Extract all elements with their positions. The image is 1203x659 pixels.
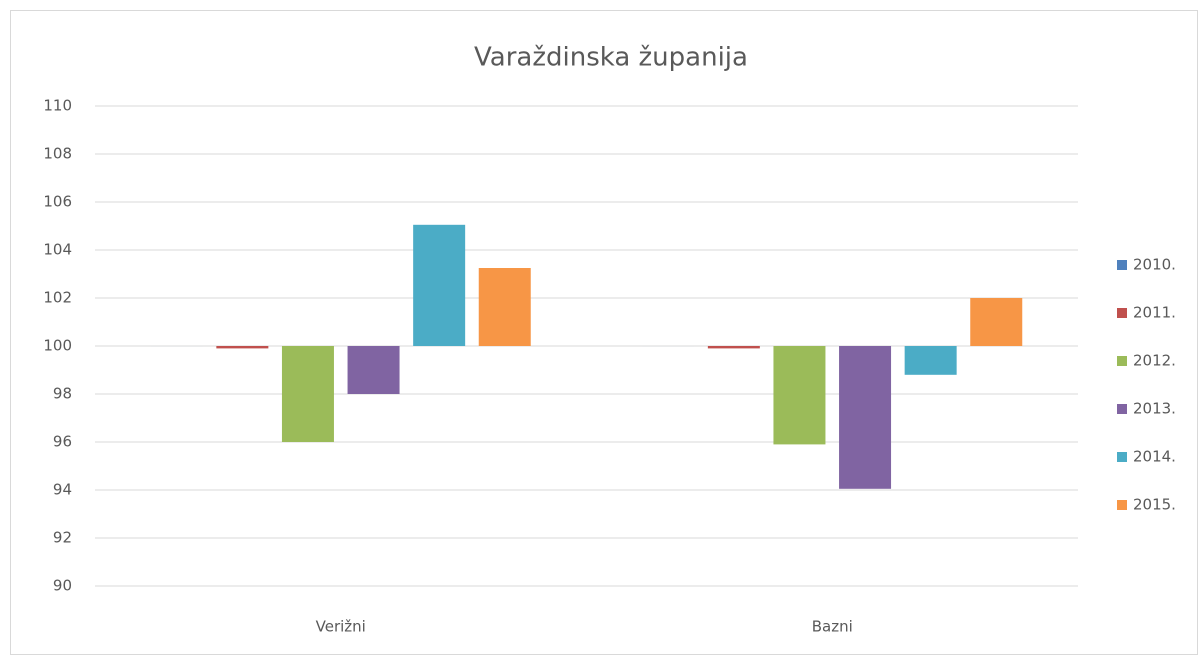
bar <box>839 346 892 489</box>
y-tick-label: 106 <box>43 193 72 211</box>
legend-label: 2013. <box>1133 400 1176 418</box>
y-tick-label: 94 <box>53 481 72 499</box>
legend-swatch <box>1117 452 1127 462</box>
y-tick-label: 98 <box>53 385 72 403</box>
bar <box>413 224 466 346</box>
bar <box>707 346 760 349</box>
legend-label: 2012. <box>1133 352 1176 370</box>
legend-swatch <box>1117 308 1127 318</box>
legend-label: 2010. <box>1133 256 1176 274</box>
legend-label: 2011. <box>1133 304 1176 322</box>
legend-swatch <box>1117 500 1127 510</box>
legend-swatch <box>1117 260 1127 270</box>
y-tick-label: 110 <box>43 97 72 115</box>
y-tick-label: 108 <box>43 145 72 163</box>
x-tick-label: Bazni <box>812 618 853 636</box>
bar <box>904 346 957 375</box>
legend-label: 2015. <box>1133 496 1176 514</box>
chart-title: Varaždinska županija <box>474 43 748 73</box>
y-tick-label: 102 <box>43 289 72 307</box>
bar <box>347 346 400 394</box>
bar <box>281 346 334 442</box>
legend-label: 2014. <box>1133 448 1176 466</box>
legend-swatch <box>1117 404 1127 414</box>
bar <box>970 298 1023 346</box>
y-tick-label: 100 <box>43 337 72 355</box>
bar <box>773 346 826 445</box>
y-tick-label: 92 <box>53 529 72 547</box>
x-tick-label: Verižni <box>316 618 366 636</box>
y-tick-label: 90 <box>53 577 72 595</box>
legend-swatch <box>1117 356 1127 366</box>
bar <box>478 268 531 346</box>
y-tick-label: 96 <box>53 433 72 451</box>
bar <box>216 346 269 349</box>
y-tick-label: 104 <box>43 241 72 259</box>
